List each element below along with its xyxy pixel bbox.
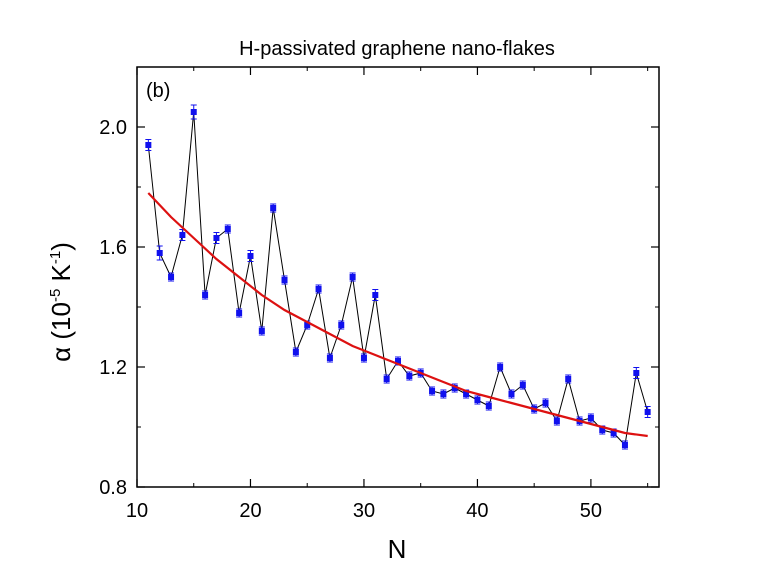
data-point [406,373,413,379]
chart-title: H-passivated graphene nano-flakes [239,38,555,60]
data-point [281,277,288,283]
data-point [621,442,628,448]
y-axis: 0.8 1.2 1.6 2.0 [99,66,659,499]
data-point [292,349,299,355]
data-point [236,310,243,316]
data-point [145,142,152,148]
y-tick-label: 2.0 [99,117,127,139]
data-point [383,376,390,382]
x-tick-label: 20 [239,500,261,522]
data-point [508,391,515,397]
data-point [553,418,560,424]
y-axis-label: α (10-5 K-1) [46,242,76,362]
data-point [451,385,458,391]
plot-frame [136,66,660,488]
data-point [168,274,175,280]
data-point [349,274,356,280]
x-tick-label: 30 [353,500,375,522]
data-point [542,400,549,406]
fit-curve [147,192,648,438]
data-point [270,205,277,211]
data-point [565,376,572,382]
data-point [599,427,606,433]
data-point [429,388,436,394]
data-point [440,391,447,397]
data-point [644,409,651,415]
data-point [485,403,492,409]
data-point [587,415,594,421]
x-axis-label: N [388,534,407,564]
data-point [224,226,231,232]
series-0 [145,104,651,450]
x-tick-label: 50 [580,500,602,522]
series-layer [145,104,651,450]
data-point [610,430,617,436]
data-point [372,292,379,298]
data-point [474,397,481,403]
data-point [519,382,526,388]
data-point [258,328,265,334]
panel-label: (b) [146,80,170,102]
data-point [463,391,470,397]
data-point [338,322,345,328]
data-point [304,322,311,328]
data-line [147,111,649,447]
data-point [315,286,322,292]
y-tick-label: 0.8 [99,477,127,499]
x-tick-label: 40 [466,500,488,522]
x-tick-label: 10 [126,500,148,522]
data-point [213,235,220,241]
data-point [497,364,504,370]
data-point [395,358,401,364]
data-point [190,109,197,115]
data-point [202,292,209,298]
data-point [360,355,367,361]
data-point [633,370,640,376]
series-1 [147,192,648,438]
data-point [156,250,163,256]
y-tick-label: 1.2 [99,357,127,379]
x-axis: 10 20 30 40 50 [126,67,649,522]
y-tick-label: 1.6 [99,237,127,259]
data-point [247,253,254,259]
data-point [179,232,186,238]
data-point [326,355,333,361]
